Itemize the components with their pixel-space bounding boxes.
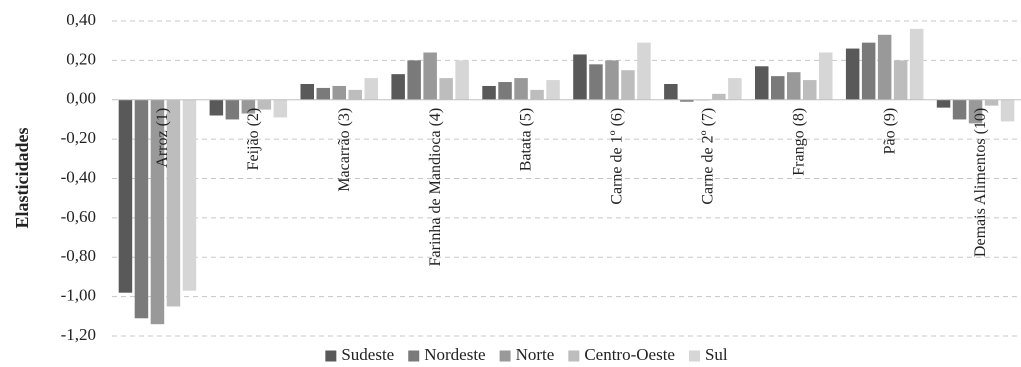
bar-centro-oeste-4 [439, 78, 453, 100]
bar-centro-oeste-6 [621, 70, 635, 100]
bar-norte-5 [514, 78, 528, 100]
bar-sudeste-6 [573, 54, 587, 100]
category-label: Farinha de Mandioca (4) [427, 108, 444, 267]
bar-centro-oeste-1 [166, 99, 181, 307]
bar-nordeste-7 [680, 99, 694, 102]
legend-label: Norte [516, 345, 555, 364]
y-tick-label: -0,80 [61, 246, 96, 265]
category-label: Feijão (2) [245, 108, 262, 171]
bar-sudeste-2 [209, 99, 224, 116]
bar-sul-7 [728, 78, 742, 100]
bar-sudeste-5 [482, 85, 496, 100]
bar-centro-oeste-2 [257, 99, 272, 110]
y-axis-title: Elasticidades [12, 127, 32, 228]
bar-sul-9 [909, 28, 924, 100]
legend: Sudeste Nordeste Norte Centro-Oeste Sul [325, 345, 728, 364]
category-label: Batata (5) [518, 108, 535, 172]
bar-sul-6 [637, 42, 651, 100]
y-tick-label: 0,20 [66, 49, 96, 68]
bar-nordeste-4 [407, 60, 421, 100]
legend-swatch [499, 350, 511, 362]
bar-norte-6 [605, 60, 619, 100]
bar-norte-9 [877, 34, 892, 100]
bar-nordeste-5 [498, 82, 512, 100]
bar-centro-oeste-8 [803, 80, 817, 100]
bar-sul-5 [546, 80, 560, 100]
category-label: Pão (9) [881, 108, 898, 155]
bar-norte-8 [787, 72, 801, 100]
bars [118, 28, 1015, 325]
category-label: Frango (8) [790, 108, 807, 176]
bar-nordeste-3 [316, 87, 330, 100]
legend-swatch [325, 350, 337, 362]
bar-nordeste-1 [134, 99, 149, 319]
bar-nordeste-9 [861, 42, 876, 100]
bar-nordeste-10 [952, 99, 967, 120]
bar-norte-1 [150, 99, 165, 325]
bar-sudeste-9 [845, 48, 860, 100]
category-label: Macarrão (3) [336, 108, 353, 192]
bar-nordeste-2 [225, 99, 240, 120]
bar-centro-oeste-5 [530, 89, 544, 100]
bar-centro-oeste-3 [348, 89, 362, 100]
category-label: Demais Alimentos (10) [972, 108, 989, 257]
bar-sul-8 [819, 52, 833, 100]
bar-sul-2 [273, 99, 288, 118]
y-tick-labels: 0,40 0,20 0,00 -0,20 -0,40 -0,60 -0,80 -1,00 -1,… [61, 10, 96, 344]
category-labels: Arroz (1) Feijão (2) Macarrão (3) Farinha d… [154, 108, 989, 267]
y-tick-label: -0,40 [61, 167, 96, 186]
bar-norte-10 [968, 99, 983, 124]
bar-sudeste-8 [755, 66, 769, 100]
bar-centro-oeste-7 [712, 93, 726, 100]
bar-centro-oeste-9 [893, 60, 908, 100]
category-label: Arroz (1) [154, 108, 171, 168]
bar-norte-4 [423, 52, 437, 100]
legend-label: Sudeste [341, 345, 394, 364]
bar-nordeste-6 [589, 64, 603, 100]
legend-swatch [408, 350, 420, 362]
bar-sudeste-3 [300, 84, 314, 100]
y-tick-label: -1,00 [61, 286, 96, 305]
bar-sudeste-7 [664, 84, 678, 100]
bar-nordeste-8 [771, 76, 785, 100]
legend-label: Centro-Oeste [584, 345, 675, 364]
y-tick-label: -0,60 [61, 207, 96, 226]
bar-sudeste-1 [118, 99, 133, 293]
bar-sudeste-10 [936, 99, 951, 108]
legend-label: Nordeste [424, 345, 485, 364]
y-tick-label: -0,20 [61, 128, 96, 147]
legend-label: Sul [705, 345, 728, 364]
bar-sul-10 [1000, 99, 1015, 122]
legend-swatch [568, 350, 580, 362]
bar-sul-1 [182, 99, 197, 291]
bar-norte-3 [332, 85, 346, 100]
y-tick-label: -1,20 [61, 325, 96, 344]
category-label: Carne de 1º (6) [609, 108, 626, 205]
bar-centro-oeste-10 [984, 99, 999, 106]
bar-norte-2 [241, 99, 256, 114]
bar-sudeste-4 [391, 74, 405, 100]
y-tick-label: 0,00 [66, 89, 96, 108]
category-label: Carne de 2º (7) [700, 108, 717, 205]
bar-sul-4 [455, 60, 469, 100]
y-tick-label: 0,40 [66, 10, 96, 29]
bar-sul-3 [364, 78, 378, 100]
legend-swatch [688, 350, 700, 362]
